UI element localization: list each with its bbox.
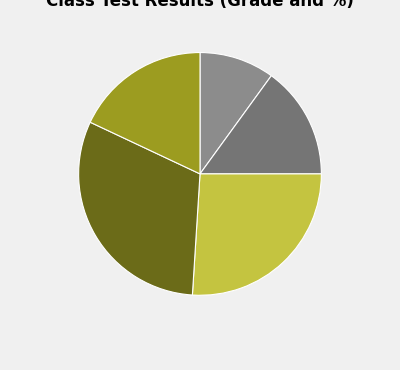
Wedge shape — [192, 174, 321, 295]
Wedge shape — [200, 76, 321, 174]
Wedge shape — [90, 53, 200, 174]
Wedge shape — [200, 53, 271, 174]
Wedge shape — [79, 122, 200, 295]
Title: Class Test Results (Grade and %): Class Test Results (Grade and %) — [46, 0, 354, 10]
